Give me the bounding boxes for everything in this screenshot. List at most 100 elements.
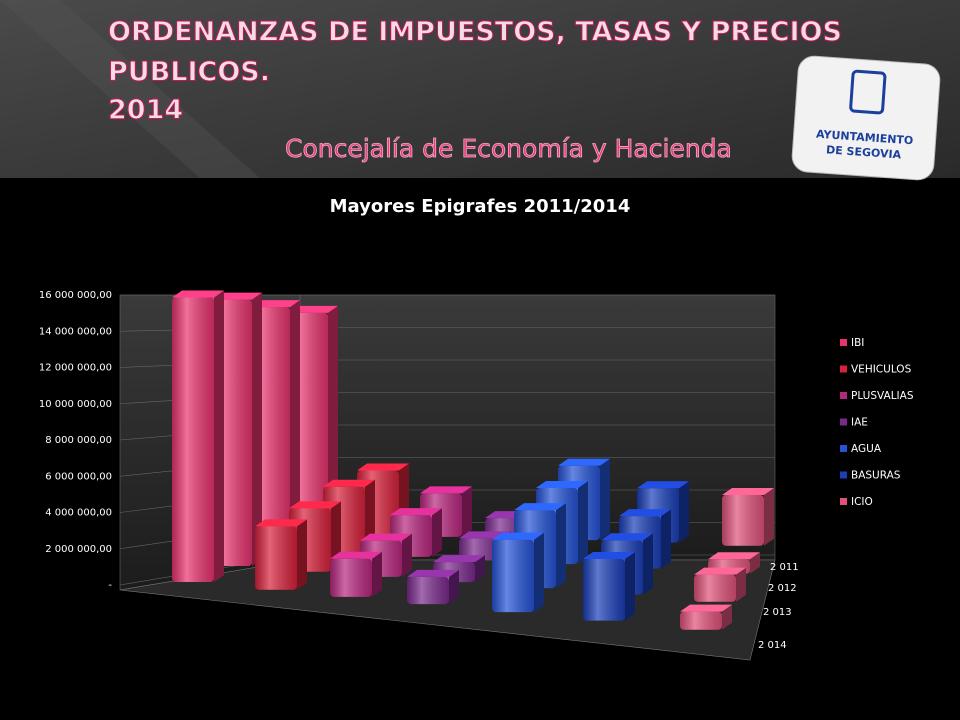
bar-side xyxy=(475,555,485,583)
legend-label: BASURAS xyxy=(851,470,901,482)
bar-side xyxy=(290,300,300,550)
bar xyxy=(492,532,544,613)
bar-shine xyxy=(492,539,534,613)
depth-label: 2 013 xyxy=(763,607,792,618)
bar xyxy=(583,552,635,621)
bar-top xyxy=(514,503,566,511)
bar-shine xyxy=(722,495,764,546)
bar-side xyxy=(764,488,774,546)
bar-top xyxy=(390,508,442,516)
bar-top xyxy=(420,486,472,494)
title-line: 2014 xyxy=(108,95,183,126)
bar-shine xyxy=(330,558,372,597)
bar-side xyxy=(432,508,442,557)
bar-side xyxy=(722,604,732,630)
bar-side xyxy=(534,532,544,613)
bar-top xyxy=(255,519,307,527)
y-tick-label: 14 000 000,00 xyxy=(39,326,112,337)
bar-side xyxy=(578,480,588,565)
bar xyxy=(255,519,307,590)
bar xyxy=(680,604,732,630)
logo-card xyxy=(791,55,941,181)
legend-label: IAE xyxy=(851,417,868,429)
bar-shine xyxy=(255,526,297,590)
bar-side xyxy=(600,458,610,541)
depth-label: 2 011 xyxy=(770,562,799,573)
bar-side xyxy=(252,292,262,566)
y-tick-label: 2 000 000,00 xyxy=(45,544,112,555)
bar-top xyxy=(289,501,341,509)
chart-title: Mayores Epigrafes 2011/2014 xyxy=(330,196,631,217)
logo-text: DE SEGOVIA xyxy=(826,143,902,161)
bar-top xyxy=(330,551,382,559)
y-tick-label: 6 000 000,00 xyxy=(45,471,112,482)
y-tick-label: 4 000 000,00 xyxy=(45,508,112,519)
bar-top xyxy=(536,480,588,488)
y-tick-label: 8 000 000,00 xyxy=(45,435,112,446)
y-tick-label: - xyxy=(108,580,112,591)
bar-side xyxy=(462,486,472,537)
bar-side xyxy=(556,503,566,589)
bar xyxy=(694,567,746,602)
bar-shine xyxy=(459,538,501,561)
legend-swatch xyxy=(840,365,847,373)
bar xyxy=(407,569,459,605)
y-tick-label: 16 000 000,00 xyxy=(39,290,112,301)
y-tick-label: 10 000 000,00 xyxy=(39,399,112,410)
legend-label: IBI xyxy=(851,337,864,349)
bar xyxy=(172,290,224,582)
bar-top xyxy=(637,481,689,489)
legend-label: AGUA xyxy=(851,443,882,455)
bar-top xyxy=(323,479,375,487)
legend-swatch xyxy=(840,392,847,399)
bar-side xyxy=(625,552,635,621)
y-tick-label: 12 000 000,00 xyxy=(39,363,112,374)
bar-top xyxy=(694,567,746,575)
bar-shine xyxy=(172,297,214,582)
bar-side xyxy=(643,533,653,595)
bar-side xyxy=(402,533,412,577)
bar-shine xyxy=(583,559,625,621)
legend-swatch xyxy=(840,339,847,346)
bar-top xyxy=(601,533,653,541)
bar-top xyxy=(722,488,774,496)
bar-top xyxy=(708,552,760,560)
bar-shine xyxy=(407,576,449,605)
bar-top xyxy=(360,533,412,541)
bar xyxy=(722,488,774,546)
bar xyxy=(330,551,382,597)
bar-side xyxy=(750,552,760,574)
bar-top xyxy=(407,569,459,577)
legend-label: PLUSVALIAS xyxy=(851,390,914,402)
logo: AYUNTAMIENTO DE SEGOVIA xyxy=(791,55,941,181)
legend-swatch xyxy=(840,498,847,505)
bar-top xyxy=(583,552,635,560)
legend-swatch xyxy=(840,471,847,479)
header-subtitle: Concejalía de Economía y Hacienda xyxy=(285,134,732,163)
legend-label: VEHICULOS xyxy=(851,364,912,376)
bar-top xyxy=(433,555,485,563)
header-title: ORDENANZAS DE IMPUESTOS, TASAS Y PRECIOS… xyxy=(108,16,843,126)
bar-top xyxy=(619,509,671,517)
depth-label: 2 014 xyxy=(758,640,787,651)
bar-side xyxy=(736,567,746,602)
bar-top xyxy=(558,458,610,466)
title-line: ORDENANZAS DE IMPUESTOS, TASAS Y PRECIOS xyxy=(108,17,842,48)
bar-side xyxy=(328,305,338,534)
bar-side xyxy=(661,509,671,569)
depth-label: 2 012 xyxy=(768,583,797,594)
bar-top xyxy=(492,532,544,540)
bar-side xyxy=(679,481,689,543)
header-decoration xyxy=(0,0,260,178)
bar-side xyxy=(214,290,224,582)
legend-swatch xyxy=(840,418,847,426)
bar-top xyxy=(680,604,732,612)
logo-crest xyxy=(849,69,887,115)
bar-side xyxy=(297,519,307,590)
title-line: PUBLICOS. xyxy=(108,57,270,88)
bar-top xyxy=(172,290,224,298)
bar-shine xyxy=(694,574,736,602)
bar-side xyxy=(449,569,459,605)
bar-top xyxy=(357,463,409,471)
